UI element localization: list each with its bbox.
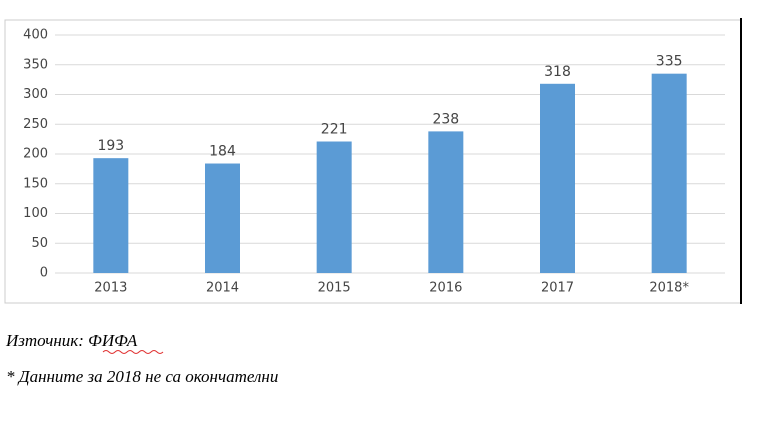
y-tick-label: 50 <box>31 236 48 251</box>
y-tick-label: 150 <box>23 176 48 191</box>
data-label: 221 <box>321 122 348 138</box>
x-tick-label: 2016 <box>429 281 462 296</box>
bar <box>428 131 464 273</box>
source-note: Източник: ФИФА <box>5 331 138 350</box>
bar <box>93 158 129 273</box>
data-label: 318 <box>544 64 571 80</box>
bar <box>316 141 352 273</box>
x-tick-label: 2015 <box>318 281 351 296</box>
data-label: 193 <box>97 138 124 154</box>
bar <box>205 163 240 273</box>
x-tick-label: 2014 <box>206 281 239 296</box>
y-tick-label: 300 <box>23 87 48 102</box>
footnote: * Данните за 2018 не са окончателни <box>6 367 278 386</box>
data-label: 238 <box>432 111 459 127</box>
data-label: 335 <box>656 54 683 70</box>
x-tick-label: 2013 <box>94 281 127 296</box>
y-tick-label: 200 <box>23 147 48 162</box>
bar <box>651 73 687 273</box>
data-label: 184 <box>209 144 236 160</box>
y-tick-label: 250 <box>23 117 48 132</box>
bar <box>540 83 575 273</box>
x-tick-label: 2018* <box>649 281 689 296</box>
y-tick-label: 0 <box>40 266 48 281</box>
spell-underline <box>102 350 164 354</box>
x-tick-label: 2017 <box>541 281 574 296</box>
y-tick-label: 100 <box>23 206 48 221</box>
y-tick-label: 350 <box>23 57 48 72</box>
y-tick-label: 400 <box>23 28 48 43</box>
